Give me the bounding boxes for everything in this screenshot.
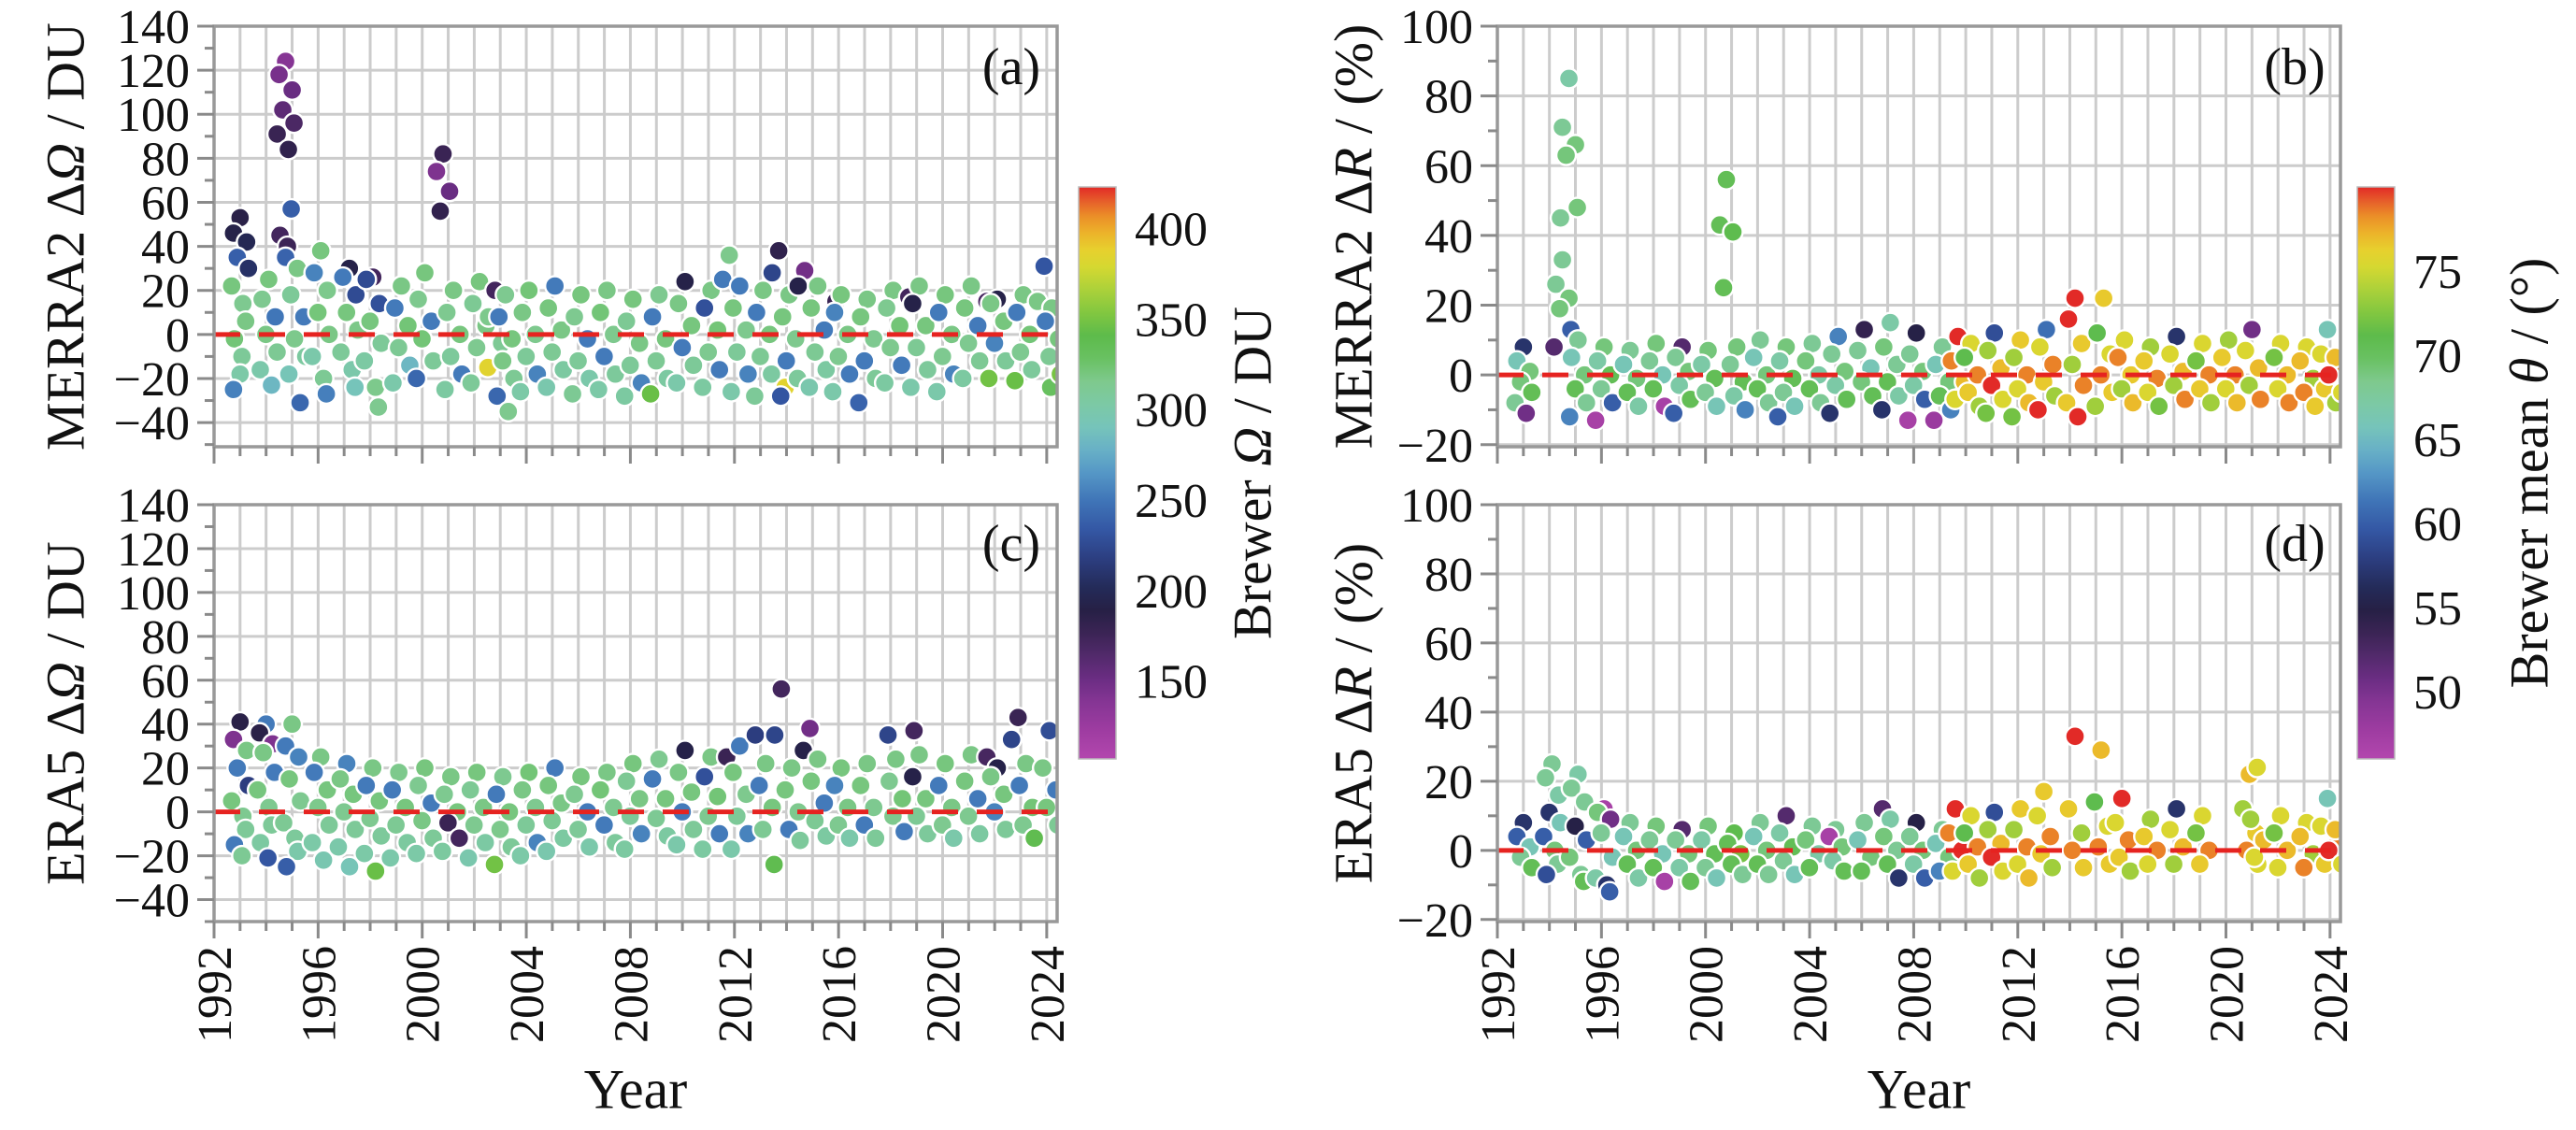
scatter-points-c bbox=[221, 678, 1057, 882]
svg-text:120: 120 bbox=[117, 45, 190, 98]
svg-text:0: 0 bbox=[165, 309, 190, 363]
svg-text:250: 250 bbox=[1135, 475, 1208, 528]
svg-text:200: 200 bbox=[1135, 565, 1208, 619]
svg-text:60: 60 bbox=[1424, 140, 1473, 193]
svg-text:150: 150 bbox=[1135, 656, 1208, 709]
panel-label-d: (d) bbox=[2264, 515, 2326, 573]
svg-text:55: 55 bbox=[2413, 582, 2462, 636]
svg-text:80: 80 bbox=[141, 611, 190, 665]
svg-text:40: 40 bbox=[141, 222, 190, 275]
panel-b: −20 0 20 40 60 80 100 bbox=[1397, 1, 2342, 473]
svg-text:1996: 1996 bbox=[1576, 946, 1629, 1043]
colorbar-title-theta: Brewer mean θ / (°) bbox=[2498, 257, 2560, 689]
svg-text:2024: 2024 bbox=[1022, 946, 1075, 1043]
y-axis-title-panel-a: MERRA2 ΔΩ / DU bbox=[35, 22, 96, 451]
svg-text:100: 100 bbox=[117, 567, 190, 621]
svg-text:60: 60 bbox=[1424, 618, 1473, 671]
colorbar-1: 50 55 60 65 70 75 bbox=[2356, 186, 2462, 760]
svg-text:20: 20 bbox=[1424, 280, 1473, 334]
svg-text:60: 60 bbox=[141, 177, 190, 230]
svg-text:100: 100 bbox=[1400, 1, 1473, 54]
svg-text:−40: −40 bbox=[114, 875, 190, 928]
svg-text:60: 60 bbox=[141, 655, 190, 708]
x-axis-title-left: Year bbox=[583, 1058, 688, 1121]
panel-label-a: (a) bbox=[981, 38, 1041, 96]
svg-text:2008: 2008 bbox=[1888, 946, 1941, 1043]
svg-text:140: 140 bbox=[117, 1, 190, 54]
panel-label-b: (b) bbox=[2264, 38, 2326, 96]
colorbar-title-ozone: Brewer Ω / DU bbox=[1222, 306, 1283, 640]
svg-text:20: 20 bbox=[1424, 756, 1473, 809]
y-axis-title-panel-c: ERA5 ΔΩ / DU bbox=[35, 541, 96, 885]
svg-text:−20: −20 bbox=[1397, 420, 1473, 473]
svg-text:2000: 2000 bbox=[1681, 946, 1734, 1043]
svg-text:40: 40 bbox=[1424, 687, 1473, 740]
panel-c: 1992 1996 2000 2004 2008 2012 2016 2020 2024 −40−… bbox=[114, 479, 1075, 1043]
scatter-points-d bbox=[1506, 725, 2340, 903]
svg-text:0: 0 bbox=[1449, 825, 1473, 879]
svg-text:2020: 2020 bbox=[918, 946, 971, 1043]
svg-text:2016: 2016 bbox=[813, 946, 866, 1043]
y-axis-title-panel-b: MERRA2 ΔR / (%) bbox=[1323, 23, 1384, 450]
svg-text:2012: 2012 bbox=[709, 946, 763, 1043]
svg-text:100: 100 bbox=[117, 89, 190, 142]
svg-text:350: 350 bbox=[1135, 293, 1208, 347]
svg-text:−20: −20 bbox=[114, 831, 190, 884]
svg-text:2020: 2020 bbox=[2201, 946, 2254, 1043]
svg-text:0: 0 bbox=[1449, 350, 1473, 403]
svg-text:400: 400 bbox=[1135, 204, 1208, 257]
svg-text:65: 65 bbox=[2413, 414, 2462, 467]
svg-text:2004: 2004 bbox=[1784, 946, 1838, 1043]
svg-text:70: 70 bbox=[2413, 330, 2462, 383]
svg-text:100: 100 bbox=[1400, 479, 1473, 533]
svg-text:50: 50 bbox=[2413, 666, 2462, 720]
svg-text:2024: 2024 bbox=[2305, 946, 2358, 1043]
svg-text:1992: 1992 bbox=[189, 946, 242, 1043]
svg-text:−40: −40 bbox=[114, 397, 190, 451]
svg-text:20: 20 bbox=[141, 265, 190, 319]
svg-text:120: 120 bbox=[117, 523, 190, 577]
svg-text:0: 0 bbox=[165, 787, 190, 840]
panel-d: 1992 1996 2000 2004 2008 2012 2016 2020 2024 −20 0… bbox=[1397, 479, 2358, 1043]
svg-text:−20: −20 bbox=[1397, 894, 1473, 948]
y-axis-title-panel-d: ERA5 ΔR / (%) bbox=[1323, 542, 1384, 884]
x-axis-title-right: Year bbox=[1867, 1058, 1971, 1121]
svg-text:2000: 2000 bbox=[397, 946, 451, 1043]
svg-text:20: 20 bbox=[141, 743, 190, 796]
svg-text:2004: 2004 bbox=[501, 946, 554, 1043]
svg-text:2012: 2012 bbox=[1993, 946, 2046, 1043]
svg-text:75: 75 bbox=[2413, 246, 2462, 299]
svg-text:80: 80 bbox=[141, 133, 190, 186]
panel-label-c: (c) bbox=[981, 515, 1041, 573]
svg-text:140: 140 bbox=[117, 479, 190, 533]
svg-text:40: 40 bbox=[141, 699, 190, 752]
svg-text:−20: −20 bbox=[114, 353, 190, 407]
scatter-points-a bbox=[221, 50, 1057, 423]
svg-text:60: 60 bbox=[2413, 498, 2462, 551]
svg-text:40: 40 bbox=[1424, 210, 1473, 264]
svg-text:300: 300 bbox=[1135, 384, 1208, 437]
svg-text:80: 80 bbox=[1424, 549, 1473, 602]
svg-text:80: 80 bbox=[1424, 71, 1473, 124]
svg-text:2008: 2008 bbox=[605, 946, 658, 1043]
colorbar-0: 150 200 250 300 350 400 bbox=[1078, 186, 1208, 760]
svg-text:1996: 1996 bbox=[293, 946, 346, 1043]
svg-text:2016: 2016 bbox=[2097, 946, 2150, 1043]
svg-text:1992: 1992 bbox=[1472, 946, 1525, 1043]
